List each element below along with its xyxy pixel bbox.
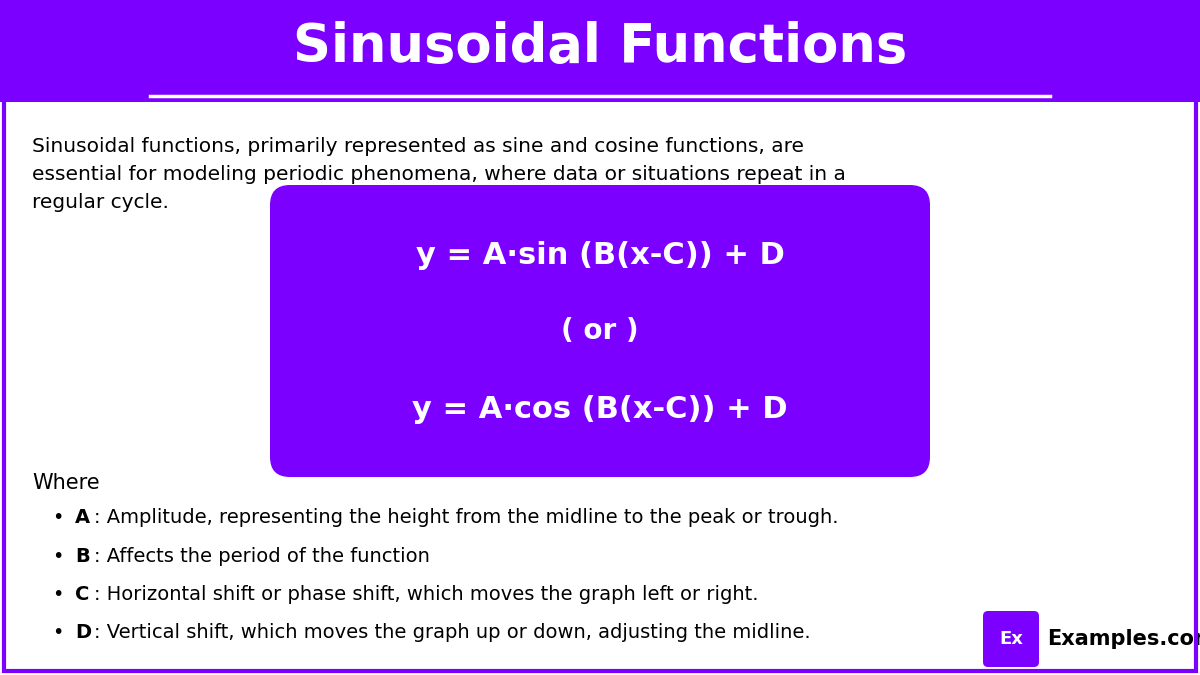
FancyBboxPatch shape bbox=[983, 611, 1039, 667]
Text: : Amplitude, representing the height from the midline to the peak or trough.: : Amplitude, representing the height fro… bbox=[94, 508, 839, 527]
Text: Where: Where bbox=[32, 473, 100, 493]
Text: : Affects the period of the function: : Affects the period of the function bbox=[94, 547, 430, 566]
Text: Sinusoidal Functions: Sinusoidal Functions bbox=[293, 21, 907, 73]
Text: Examples.com: Examples.com bbox=[1048, 629, 1200, 649]
Text: •: • bbox=[53, 508, 64, 527]
FancyBboxPatch shape bbox=[0, 0, 1200, 102]
Text: •: • bbox=[53, 624, 64, 643]
Text: •: • bbox=[53, 547, 64, 566]
Text: Sinusoidal functions, primarily represented as sine and cosine functions, are
es: Sinusoidal functions, primarily represen… bbox=[32, 137, 846, 212]
Text: B: B bbox=[74, 547, 90, 566]
FancyBboxPatch shape bbox=[270, 185, 930, 477]
Text: C: C bbox=[74, 585, 89, 604]
Text: A: A bbox=[74, 508, 90, 527]
Text: •: • bbox=[53, 585, 64, 604]
Text: : Horizontal shift or phase shift, which moves the graph left or right.: : Horizontal shift or phase shift, which… bbox=[94, 585, 758, 604]
Text: Ex: Ex bbox=[1000, 630, 1022, 648]
Text: y = A·sin (B(x-C)) + D: y = A·sin (B(x-C)) + D bbox=[415, 240, 785, 269]
Text: : Vertical shift, which moves the graph up or down, adjusting the midline.: : Vertical shift, which moves the graph … bbox=[94, 624, 811, 643]
Text: D: D bbox=[74, 624, 91, 643]
Text: y = A·cos (B(x-C)) + D: y = A·cos (B(x-C)) + D bbox=[412, 394, 788, 423]
Text: ( or ): ( or ) bbox=[562, 317, 638, 345]
